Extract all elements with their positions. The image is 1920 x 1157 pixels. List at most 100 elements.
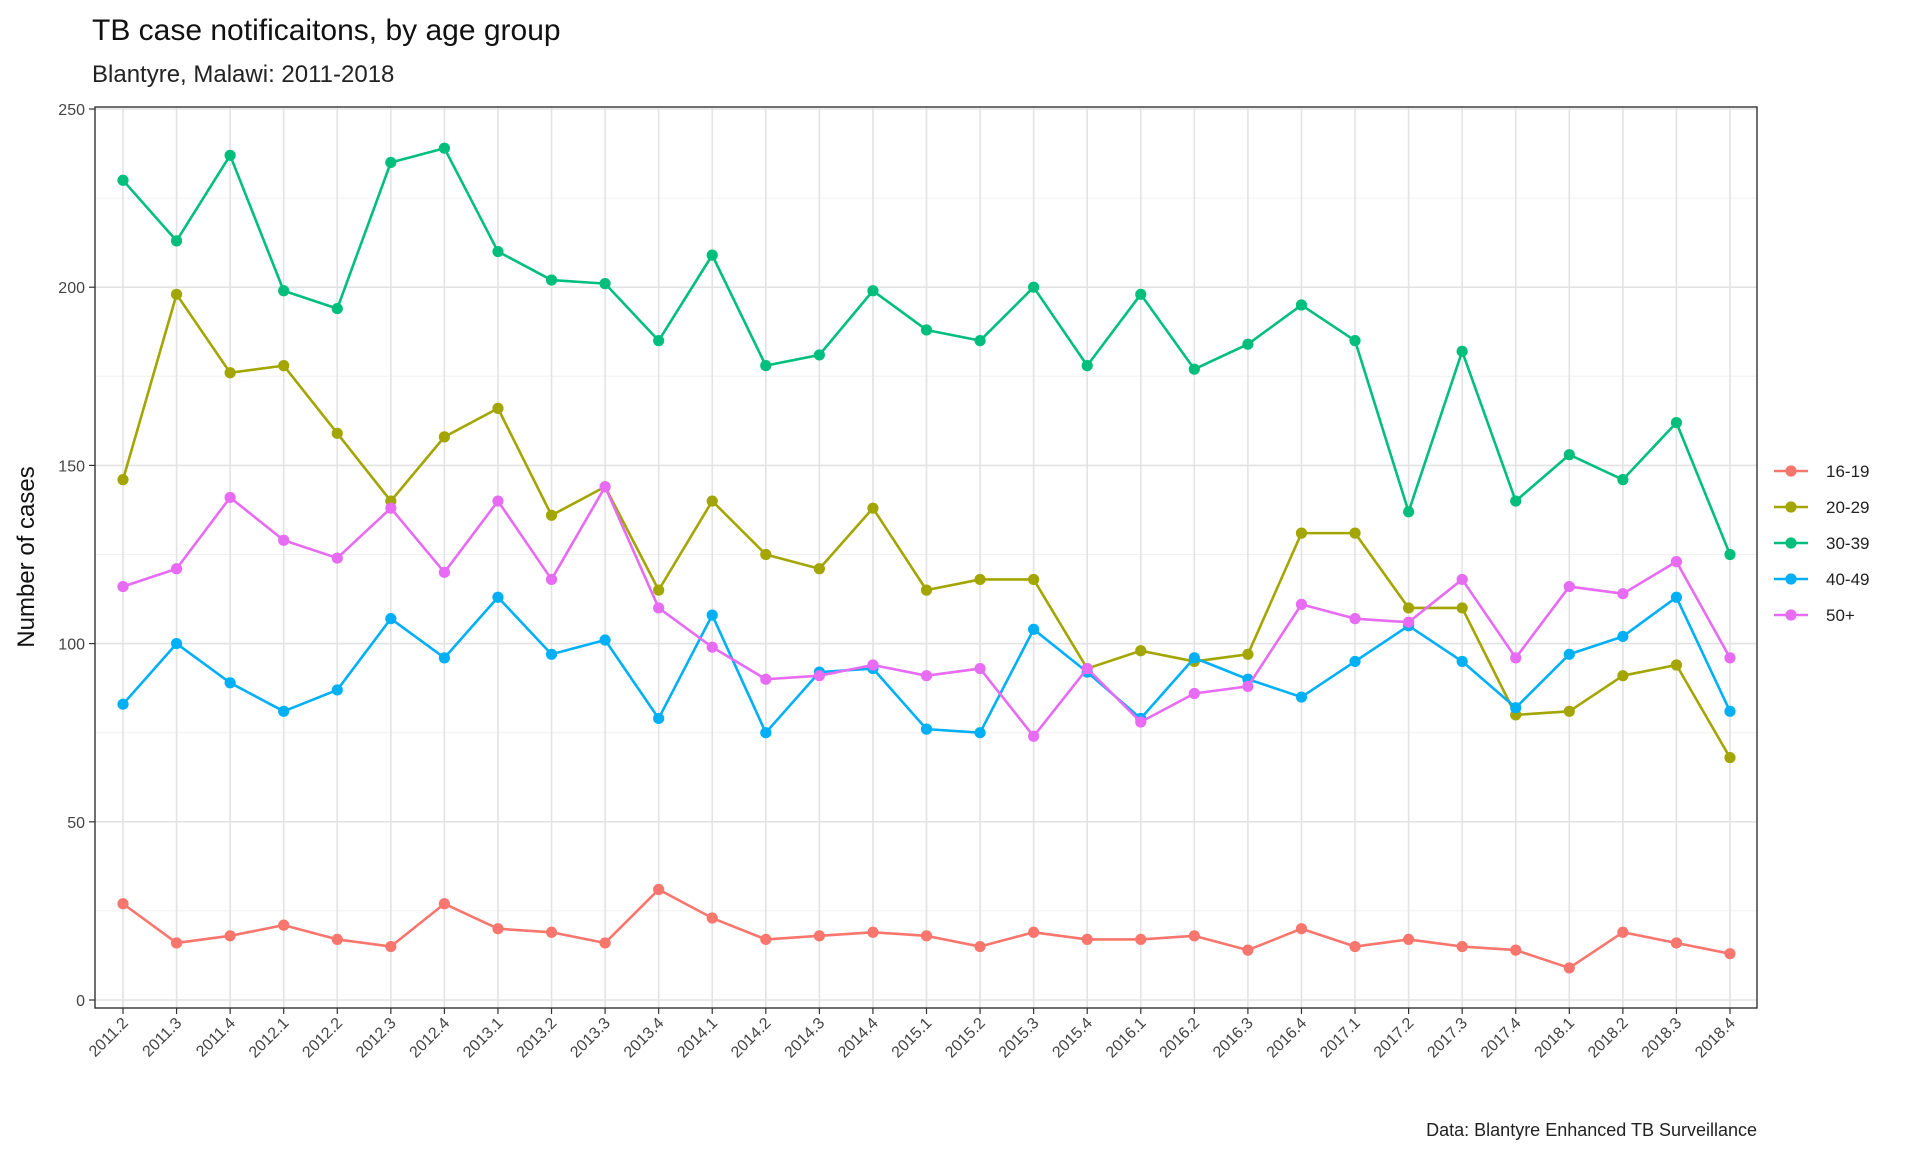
- x-tick-label: 2016.2: [1157, 1015, 1204, 1062]
- data-point: [170, 638, 183, 650]
- data-point: [278, 705, 290, 717]
- data-point: [170, 937, 183, 949]
- x-tick-label: 2018.3: [1639, 1015, 1686, 1062]
- data-point: [1349, 940, 1361, 953]
- data-point: [760, 548, 772, 561]
- data-point: [1188, 930, 1200, 942]
- data-point: [653, 602, 665, 614]
- data-point: [813, 349, 825, 361]
- data-point: [1617, 670, 1629, 682]
- data-point: [1456, 573, 1468, 586]
- data-point: [813, 670, 825, 682]
- data-point: [1295, 527, 1308, 539]
- data-point: [1295, 598, 1308, 610]
- data-point: [974, 940, 986, 953]
- series-16-19: [117, 883, 1736, 974]
- data-point: [1724, 752, 1736, 764]
- y-tick-label: 100: [58, 637, 85, 654]
- x-tick-label: 2011.3: [140, 1015, 186, 1061]
- data-point: [1724, 548, 1736, 561]
- data-point: [867, 502, 879, 514]
- data-point: [1563, 449, 1575, 461]
- data-point: [760, 727, 772, 739]
- x-tick-label: 2018.2: [1585, 1015, 1632, 1062]
- x-tick-label: 2016.4: [1264, 1015, 1311, 1062]
- data-point: [1563, 962, 1575, 974]
- data-point: [1510, 495, 1522, 507]
- data-point: [1617, 630, 1629, 643]
- data-point: [1670, 591, 1683, 603]
- x-tick-label: 2015.3: [996, 1015, 1043, 1062]
- legend-item: 40-49: [1774, 570, 1869, 589]
- data-point: [867, 659, 879, 671]
- data-point: [1670, 659, 1683, 671]
- data-point: [492, 402, 504, 414]
- plot-border: [94, 106, 1758, 1009]
- data-point: [331, 302, 343, 315]
- data-point: [706, 912, 718, 924]
- data-point: [599, 937, 611, 949]
- legend-key-point: [1785, 501, 1797, 513]
- x-tick-label: 2012.3: [353, 1015, 400, 1062]
- data-point: [170, 288, 183, 300]
- data-point: [438, 566, 450, 578]
- y-tick-label: 0: [76, 993, 85, 1010]
- data-point: [1403, 933, 1415, 946]
- data-point: [920, 670, 933, 682]
- data-point: [1510, 702, 1522, 714]
- data-point: [974, 662, 986, 675]
- data-point: [117, 698, 129, 710]
- data-point: [545, 509, 558, 521]
- chart-title: TB case notificaitons, by age group: [92, 14, 561, 47]
- x-tick-label: 2015.2: [942, 1015, 989, 1062]
- y-tick-label: 250: [58, 102, 85, 119]
- legend-label: 50+: [1826, 606, 1855, 625]
- data-point: [545, 648, 558, 660]
- data-point: [974, 727, 986, 739]
- data-point: [813, 563, 825, 575]
- data-point: [653, 712, 665, 725]
- data-point: [1081, 662, 1093, 675]
- data-point: [1617, 588, 1629, 600]
- data-point: [385, 156, 397, 169]
- data-point: [599, 481, 611, 493]
- data-point: [760, 673, 772, 685]
- data-point: [117, 898, 129, 910]
- data-point: [813, 930, 825, 942]
- data-point: [117, 174, 129, 186]
- data-point: [1456, 940, 1468, 953]
- data-point: [1295, 923, 1308, 935]
- data-point: [438, 898, 450, 910]
- data-point: [492, 495, 504, 507]
- y-tick-label: 200: [58, 280, 85, 297]
- data-point: [974, 335, 986, 347]
- data-point: [224, 367, 236, 379]
- data-point: [1188, 652, 1200, 664]
- data-point: [1403, 602, 1415, 614]
- data-point: [1242, 338, 1254, 350]
- x-tick-label: 2015.4: [1049, 1015, 1096, 1062]
- data-point: [1242, 680, 1254, 692]
- chart-caption: Data: Blantyre Enhanced TB Surveillance: [1426, 1120, 1757, 1140]
- data-point: [224, 677, 236, 689]
- data-point: [331, 933, 343, 946]
- y-tick-label: 50: [67, 815, 85, 832]
- data-point: [331, 552, 343, 564]
- x-tick-label: 2011.2: [86, 1015, 132, 1061]
- data-point: [545, 274, 558, 286]
- data-point: [1349, 655, 1361, 668]
- data-point: [545, 926, 558, 938]
- data-point: [278, 919, 290, 931]
- x-tick-label: 2016.1: [1103, 1015, 1150, 1062]
- data-point: [492, 245, 504, 258]
- x-tick-label: 2014.4: [835, 1015, 882, 1062]
- series-20-29: [117, 288, 1736, 764]
- chart-subtitle: Blantyre, Malawi: 2011-2018: [92, 61, 394, 88]
- data-point: [1403, 616, 1415, 628]
- x-tick-label: 2014.2: [728, 1015, 775, 1062]
- data-point: [1135, 933, 1147, 946]
- data-point: [653, 335, 665, 347]
- data-point: [1349, 527, 1361, 539]
- data-point: [1028, 926, 1040, 938]
